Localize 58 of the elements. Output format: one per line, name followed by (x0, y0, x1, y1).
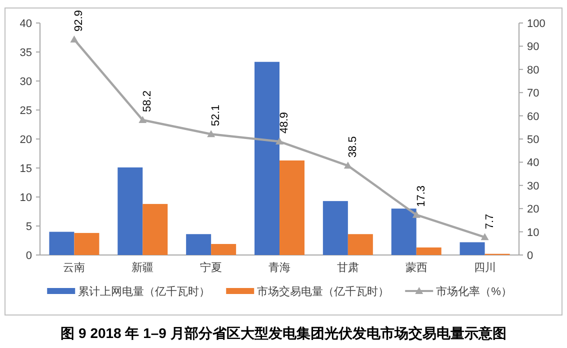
x-tick-label: 宁夏 (200, 261, 222, 274)
y-tick-label: 35 (20, 47, 32, 59)
bar (391, 208, 416, 255)
point (344, 162, 352, 169)
legend-label: 市场交易电量（亿千瓦时） (257, 285, 390, 298)
y2-tick-label: 30 (527, 180, 540, 192)
bar (118, 167, 143, 255)
x-tick-label: 甘肃 (336, 261, 359, 274)
x-tick-label: 云南 (63, 261, 86, 274)
y2-tick-label: 80 (527, 64, 540, 76)
bar (186, 234, 212, 255)
y-tick-label: 5 (26, 221, 32, 233)
data-label: 58.2 (142, 90, 154, 112)
legend-label: 市场化率（%） (436, 285, 512, 298)
x-tick-label: 青海 (268, 261, 290, 274)
bar (280, 160, 304, 255)
x-tick-label: 四川 (474, 261, 496, 274)
text: 图 9 2018 年 1–9 月部分省区大型发电集团光伏发电市场交易电量示意图 (60, 325, 506, 341)
y-tick-label: 30 (20, 76, 32, 88)
data-label: 52.1 (210, 104, 222, 126)
legend-label: 累计上网电量（亿千瓦时） (78, 285, 210, 298)
point (138, 116, 147, 123)
y2-tick-label: 60 (527, 110, 540, 123)
data-label: 92.9 (73, 10, 86, 32)
y2-tick-label: 50 (527, 134, 540, 146)
y-tick-label: 40 (20, 18, 32, 30)
y2-tick-label: 70 (527, 88, 540, 100)
y-tick-label: 0 (26, 250, 32, 262)
point (207, 130, 216, 138)
bar (211, 244, 236, 255)
y2-tick-label: 10 (527, 226, 540, 239)
point (70, 35, 78, 42)
bar (254, 62, 280, 255)
y2-tick-label: 100 (527, 18, 546, 30)
y-tick-label: 10 (20, 192, 32, 204)
bar (460, 242, 485, 255)
bar (416, 247, 442, 255)
bar (142, 204, 168, 255)
point (276, 138, 284, 145)
y-tick-label: 20 (20, 134, 32, 146)
bar (49, 232, 74, 255)
data-label: 17.3 (415, 185, 428, 207)
y2-tick-label: 0 (527, 250, 534, 262)
y2-tick-label: 40 (527, 157, 540, 170)
y-tick-label: 15 (20, 163, 32, 175)
point (480, 233, 489, 240)
bar (348, 234, 373, 255)
data-label: 38.5 (346, 136, 359, 158)
x-tick-label: 蒙西 (405, 261, 428, 274)
y-tick-label: 25 (20, 105, 32, 117)
x-tick-label: 新疆 (132, 261, 154, 274)
y2-tick-label: 20 (527, 204, 540, 216)
y2-tick-label: 90 (527, 41, 540, 54)
bar (322, 201, 348, 255)
data-label: 7.7 (484, 214, 496, 230)
data-label: 48.9 (278, 112, 290, 134)
point (412, 210, 420, 218)
bar (74, 232, 100, 255)
